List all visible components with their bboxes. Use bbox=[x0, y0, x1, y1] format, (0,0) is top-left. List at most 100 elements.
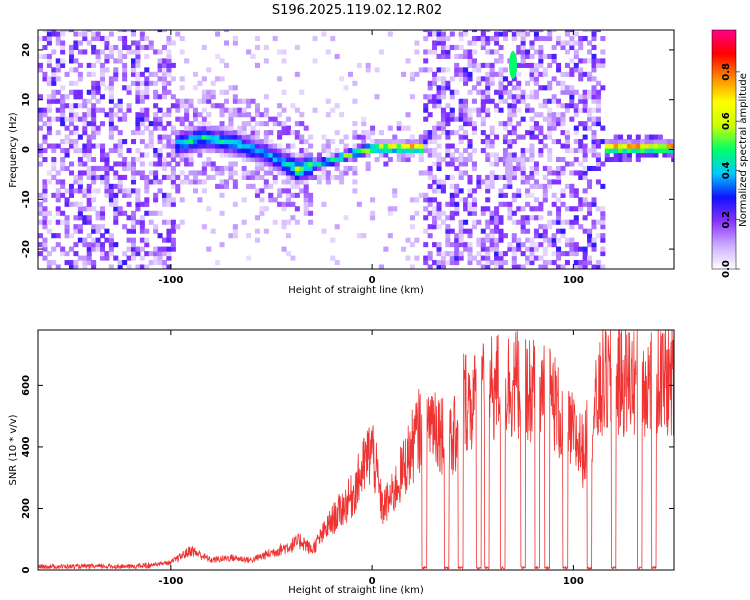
heatmap-cell bbox=[445, 224, 451, 230]
heatmap-cell bbox=[569, 30, 575, 33]
heatmap-cell bbox=[113, 201, 119, 207]
heatmap-cell bbox=[480, 242, 486, 248]
heatmap-cell bbox=[494, 215, 500, 221]
heatmap-cell bbox=[86, 201, 92, 207]
heatmap-cell bbox=[268, 148, 274, 154]
heatmap-cell bbox=[471, 67, 477, 73]
heatmap-cell bbox=[272, 161, 278, 167]
heatmap-cell bbox=[130, 40, 137, 46]
heatmap-cell bbox=[184, 152, 190, 158]
heatmap-cell bbox=[427, 139, 433, 145]
heatmap-cell bbox=[595, 116, 601, 122]
heatmap-cell bbox=[82, 121, 88, 127]
heatmap-cell bbox=[427, 174, 433, 180]
heatmap-cell bbox=[569, 242, 575, 248]
heatmap-cell bbox=[467, 179, 473, 185]
heatmap-cell bbox=[587, 242, 593, 248]
heatmap-cell bbox=[485, 80, 491, 86]
heatmap-cell bbox=[157, 188, 163, 194]
heatmap-cell bbox=[46, 210, 52, 216]
heatmap-cell bbox=[547, 165, 553, 172]
heatmap-cell bbox=[529, 44, 535, 51]
heatmap-cell bbox=[507, 201, 513, 207]
heatmap-cell bbox=[330, 174, 336, 180]
heatmap-cell bbox=[569, 71, 575, 77]
heatmap-cell bbox=[42, 210, 48, 216]
heatmap-cell bbox=[330, 107, 336, 113]
heatmap-cell bbox=[547, 237, 553, 243]
heatmap-cell bbox=[108, 165, 114, 172]
heatmap-cell bbox=[454, 251, 460, 257]
heatmap-cell bbox=[55, 170, 61, 176]
heatmap-cell bbox=[46, 125, 52, 131]
heatmap-cell bbox=[533, 94, 539, 100]
heatmap-cell bbox=[303, 170, 309, 176]
heatmap-cell bbox=[99, 49, 106, 55]
heatmap-cell bbox=[529, 148, 535, 154]
heatmap-cell bbox=[564, 251, 570, 257]
heatmap-cell bbox=[347, 165, 353, 172]
heatmap-cell bbox=[365, 165, 371, 172]
heatmap-cell bbox=[476, 112, 482, 118]
heatmap-cell bbox=[556, 67, 562, 73]
heatmap-cell bbox=[454, 210, 460, 216]
heatmap-cell bbox=[573, 125, 579, 131]
heatmap-cell bbox=[210, 174, 216, 180]
heatmap-cell bbox=[458, 228, 464, 234]
heatmap-cell bbox=[560, 228, 566, 234]
heatmap-cell bbox=[166, 152, 172, 158]
heatmap-cell bbox=[179, 152, 185, 158]
heatmap-cell bbox=[511, 170, 517, 176]
spectrogram-y-tick-label: 10 bbox=[21, 93, 32, 107]
heatmap-cell bbox=[192, 116, 199, 122]
heatmap-cell bbox=[223, 139, 229, 145]
heatmap-cell bbox=[591, 152, 597, 158]
heatmap-cell bbox=[591, 62, 597, 68]
heatmap-cell bbox=[51, 174, 57, 180]
heatmap-cell bbox=[613, 143, 619, 149]
heatmap-cell bbox=[383, 148, 389, 154]
heatmap-cell bbox=[458, 170, 464, 176]
heatmap-cell bbox=[157, 76, 163, 82]
heatmap-cell bbox=[153, 197, 159, 203]
heatmap-cell bbox=[423, 143, 429, 149]
heatmap-cell bbox=[542, 228, 548, 234]
heatmap-cell bbox=[573, 49, 579, 55]
heatmap-cell bbox=[99, 62, 106, 68]
heatmap-cell bbox=[68, 116, 75, 122]
heatmap-cell bbox=[157, 125, 163, 131]
heatmap-cell bbox=[99, 107, 106, 113]
heatmap-cell bbox=[64, 197, 70, 203]
heatmap-cell bbox=[188, 139, 194, 145]
heatmap-cell bbox=[520, 62, 526, 68]
heatmap-cell bbox=[237, 139, 243, 145]
heatmap-cell bbox=[587, 49, 593, 55]
heatmap-cell bbox=[409, 152, 415, 158]
heatmap-cell bbox=[339, 139, 345, 145]
heatmap-cell bbox=[285, 130, 291, 136]
heatmap-cell bbox=[130, 80, 137, 86]
heatmap-cell bbox=[489, 233, 495, 239]
heatmap-cell bbox=[480, 107, 486, 113]
heatmap-cell bbox=[542, 53, 548, 59]
heatmap-cell bbox=[122, 260, 128, 266]
heatmap-cell bbox=[206, 139, 212, 145]
heatmap-cell bbox=[467, 152, 473, 158]
heatmap-cell bbox=[42, 76, 48, 82]
heatmap-cell bbox=[184, 107, 190, 113]
heatmap-cell bbox=[308, 161, 314, 167]
heatmap-cell bbox=[263, 170, 269, 176]
heatmap-cell bbox=[489, 152, 495, 158]
heatmap-cell bbox=[432, 40, 438, 46]
heatmap-cell bbox=[578, 44, 584, 51]
heatmap-cell bbox=[489, 35, 495, 42]
heatmap-cell bbox=[60, 30, 66, 33]
heatmap-cell bbox=[95, 107, 101, 113]
heatmap-cell bbox=[86, 148, 92, 154]
heatmap-cell bbox=[365, 143, 371, 149]
heatmap-cell bbox=[511, 107, 517, 113]
heatmap-cell bbox=[494, 174, 500, 180]
heatmap-cell bbox=[507, 103, 513, 109]
heatmap-cell bbox=[392, 188, 398, 194]
heatmap-cell bbox=[334, 152, 340, 158]
